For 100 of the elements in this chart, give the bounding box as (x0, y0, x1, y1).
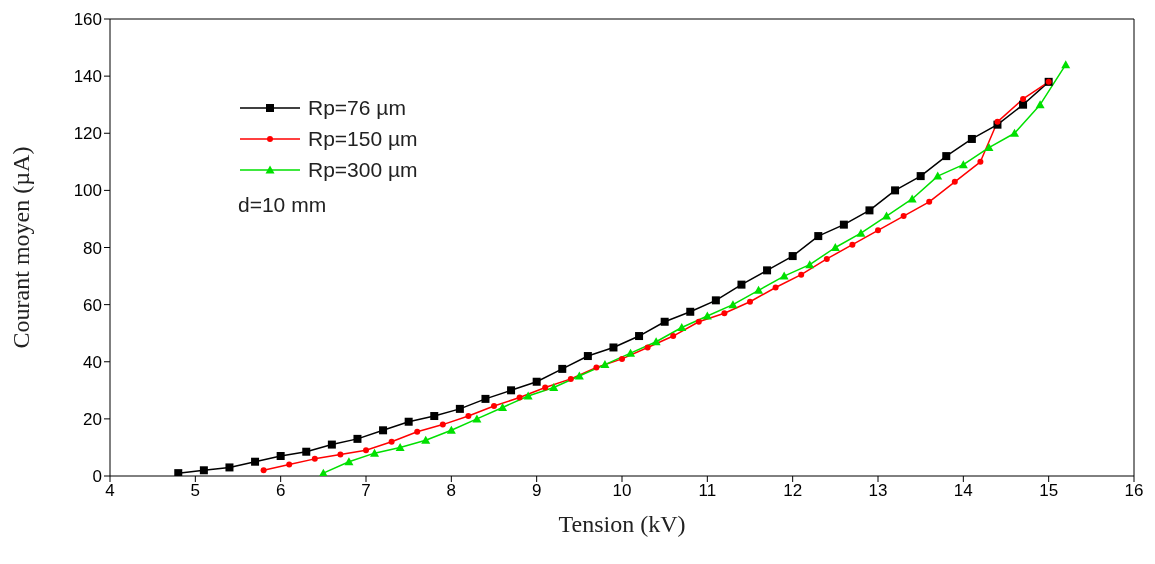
point (388, 438, 395, 445)
point (763, 266, 772, 275)
y-axis-title: Courant moyen (µA) (7, 146, 34, 349)
point (951, 178, 958, 185)
point (728, 300, 738, 309)
x-tick-label: 15 (1039, 481, 1059, 501)
point (994, 118, 1001, 125)
y-tick-label: 40 (83, 352, 102, 372)
y-tick-label: 80 (83, 238, 102, 258)
point (644, 344, 651, 351)
point (865, 206, 874, 215)
point (984, 143, 994, 152)
point (199, 466, 208, 475)
y-tick-label: 60 (83, 295, 102, 315)
point (942, 152, 951, 161)
point (472, 414, 482, 423)
point (225, 463, 234, 472)
point (353, 434, 362, 443)
point (737, 280, 746, 289)
x-tick-label: 16 (1124, 481, 1144, 501)
point (498, 402, 508, 411)
point (772, 284, 779, 291)
point (1019, 100, 1028, 109)
point (446, 425, 456, 434)
point (532, 377, 541, 386)
point (327, 440, 336, 449)
point (311, 455, 318, 462)
point (430, 412, 439, 421)
point (574, 371, 584, 380)
point (379, 426, 388, 435)
x-tick-label: 14 (953, 481, 973, 501)
point (849, 241, 856, 248)
point (600, 360, 610, 369)
point (455, 404, 464, 413)
point (363, 447, 369, 454)
point (523, 391, 533, 400)
point (609, 343, 618, 352)
point (635, 332, 644, 341)
point (567, 375, 574, 382)
point (695, 318, 702, 325)
point (318, 468, 328, 476)
point (593, 364, 600, 371)
point (702, 311, 712, 320)
point (583, 352, 592, 361)
point (1061, 60, 1071, 69)
point (798, 271, 805, 278)
point (891, 186, 900, 195)
annotation: d=10 mm (238, 191, 328, 218)
point (507, 386, 516, 395)
legend-label: Rp=150 µm (308, 126, 418, 151)
x-tick-label: 7 (361, 481, 371, 501)
y-tick-label: 160 (73, 10, 102, 30)
x-tick-label: 6 (275, 481, 286, 501)
point (619, 355, 625, 362)
point (839, 220, 848, 229)
point (302, 447, 311, 456)
point (337, 451, 344, 458)
point (542, 384, 549, 391)
point (926, 198, 933, 205)
point (549, 382, 559, 391)
point (344, 457, 354, 466)
point (823, 255, 830, 262)
point (779, 271, 789, 280)
point (404, 417, 413, 426)
legend-label: Rp=300 µm (308, 157, 418, 182)
point (958, 160, 968, 169)
point (558, 364, 567, 373)
x-tick-label: 5 (190, 481, 201, 501)
point (788, 252, 797, 261)
legend-label: Rp=76 µm (308, 95, 406, 120)
point (882, 211, 892, 220)
point (977, 158, 984, 165)
point (721, 310, 728, 317)
point (670, 333, 677, 340)
point (414, 428, 421, 435)
point (626, 348, 636, 357)
x-tick-label: 9 (531, 481, 542, 501)
point (651, 337, 661, 346)
y-tick-label: 0 (92, 467, 102, 487)
y-tick-label: 20 (83, 409, 102, 429)
point (516, 394, 523, 401)
point (933, 171, 943, 180)
point (686, 307, 695, 316)
x-tick-label: 10 (612, 481, 632, 501)
point (276, 452, 285, 461)
point (465, 413, 472, 420)
point (677, 322, 687, 331)
point (805, 260, 815, 269)
x-tick-label: 12 (783, 481, 803, 501)
x-axis-title: Tension (kV) (558, 511, 686, 537)
point (711, 296, 720, 305)
point (395, 442, 405, 451)
point (174, 469, 183, 476)
point (481, 394, 490, 403)
point (747, 298, 753, 305)
point (754, 285, 764, 294)
point (856, 228, 866, 237)
point (1035, 100, 1045, 109)
point (814, 232, 823, 241)
point (491, 403, 497, 410)
